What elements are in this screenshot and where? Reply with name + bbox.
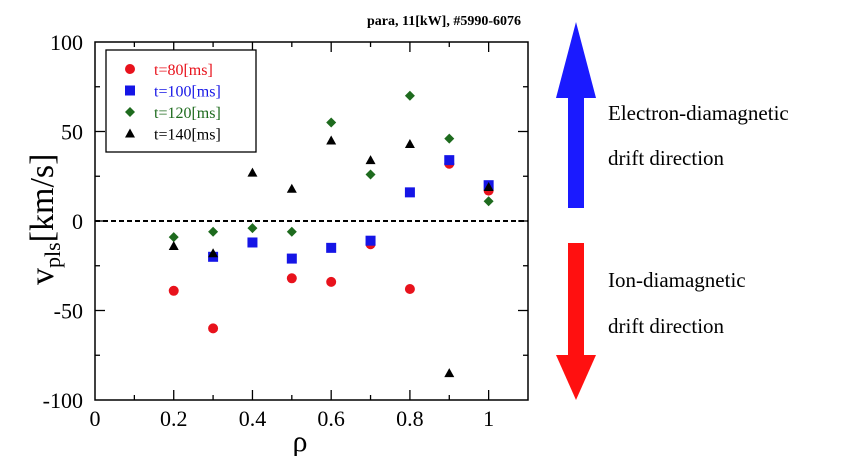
x-tick-label: 1 — [483, 406, 494, 431]
ion-drift-arrow — [556, 243, 596, 400]
y-tick-label: 50 — [61, 120, 83, 145]
y-tick-label: 0 — [72, 209, 83, 234]
x-tick-label: 0 — [90, 406, 101, 431]
electron-label-line2: drift direction — [608, 146, 725, 170]
y-tick-label: 100 — [50, 30, 83, 55]
data-point-series-3 — [483, 196, 494, 207]
data-point-series-3 — [247, 223, 258, 234]
data-point-series-2 — [365, 235, 376, 246]
y-axis-label: vpls[km/s] — [24, 154, 65, 285]
chart-title: para, 11[kW], #5990-6076 — [367, 14, 521, 29]
data-point-series-3 — [168, 232, 179, 243]
legend-label-2: t=100[ms] — [154, 84, 221, 101]
data-point-series-4 — [286, 183, 297, 193]
legend-marker-2 — [125, 85, 135, 96]
legend-label-4: t=140[ms] — [154, 127, 221, 144]
electron-arrow-shaft — [568, 98, 584, 208]
y-axis-label-sub: pls — [40, 242, 65, 268]
ion-arrow-head — [556, 355, 596, 400]
data-point-series-3 — [208, 226, 219, 237]
data-point-series-1 — [326, 276, 337, 287]
data-point-series-4 — [208, 248, 219, 258]
x-tick-labels: 0 0.2 0.4 0.6 0.8 1 — [90, 406, 495, 431]
data-point-series-4 — [168, 241, 179, 251]
data-point-series-2 — [326, 242, 337, 253]
data-point-series-2 — [247, 237, 258, 248]
data-point-series-4 — [365, 155, 376, 165]
ion-arrow-shaft — [568, 243, 584, 355]
x-axis-label: ρ — [293, 425, 308, 456]
electron-label-line1: Electron-diamagnetic — [608, 101, 789, 125]
y-axis-label-unit: [km/s] — [24, 154, 61, 243]
legend-label-1: t=80[ms] — [154, 62, 213, 79]
data-point-series-4 — [444, 368, 455, 378]
y-tick-label: -50 — [54, 299, 83, 324]
data-point-series-3 — [404, 90, 415, 101]
data-point-series-2 — [404, 187, 415, 198]
data-point-series-1 — [168, 285, 179, 296]
data-point-series-1 — [286, 273, 297, 284]
x-tick-label: 0.8 — [396, 406, 424, 431]
data-point-series-1 — [404, 284, 415, 295]
data-point-series-4 — [247, 167, 258, 177]
ion-label-line2: drift direction — [608, 314, 725, 338]
x-tick-label: 0.2 — [160, 406, 188, 431]
legend: t=80[ms] t=100[ms] t=120[ms] t=140[ms] — [105, 49, 257, 153]
data-point-series-2 — [286, 253, 297, 264]
data-point-series-3 — [365, 169, 376, 180]
legend-marker-4 — [125, 128, 135, 138]
legend-label-3: t=120[ms] — [154, 105, 221, 122]
legend-marker-1 — [125, 64, 135, 74]
data-point-series-4 — [483, 181, 494, 191]
electron-arrow-head — [556, 22, 596, 98]
data-point-series-3 — [286, 226, 297, 237]
electron-drift-arrow — [556, 22, 596, 208]
data-point-series-3 — [444, 133, 455, 144]
data-point-series-1 — [208, 323, 219, 334]
data-point-series-3 — [326, 117, 337, 128]
ion-label-line1: Ion-diamagnetic — [608, 268, 746, 292]
x-tick-label: 0.4 — [239, 406, 267, 431]
y-tick-labels: 100 50 0 -50 -100 — [43, 30, 83, 413]
data-point-series-2 — [444, 155, 455, 166]
x-tick-label: 0.6 — [317, 406, 345, 431]
data-markers — [168, 90, 494, 378]
data-point-series-4 — [404, 139, 415, 149]
legend-marker-3 — [125, 107, 135, 117]
y-axis-label-main: v — [24, 268, 61, 285]
y-tick-label: -100 — [43, 388, 83, 413]
data-point-series-4 — [326, 135, 337, 145]
axis-ticks — [95, 42, 528, 400]
